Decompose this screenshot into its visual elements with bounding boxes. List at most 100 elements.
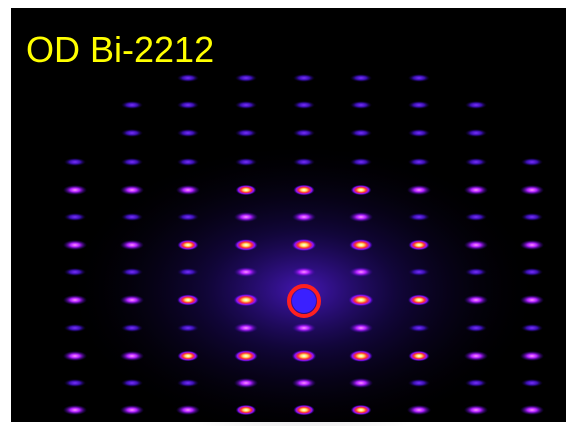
spot (350, 101, 372, 109)
spot (177, 158, 199, 166)
spot (234, 239, 258, 251)
spot (235, 101, 257, 109)
spot (121, 213, 143, 221)
spot (408, 324, 430, 332)
spot (121, 129, 143, 137)
spot (177, 101, 199, 109)
beam-stop (292, 289, 316, 313)
spot (177, 213, 199, 221)
spot (120, 240, 144, 250)
spot (408, 74, 430, 82)
spot (407, 405, 431, 415)
spot (349, 212, 373, 222)
spot (64, 158, 86, 166)
spot (349, 267, 373, 277)
spot (236, 405, 257, 415)
spot (351, 405, 372, 415)
spot (234, 378, 258, 388)
spot (293, 158, 315, 166)
spot (408, 101, 430, 109)
spot (465, 379, 487, 387)
spot (64, 213, 86, 221)
spot (292, 239, 317, 251)
spot (293, 185, 314, 196)
spot (407, 185, 431, 195)
spot (521, 324, 543, 332)
spot (120, 351, 144, 361)
spot (292, 212, 316, 222)
spot (465, 101, 487, 109)
spot (177, 351, 198, 362)
spot (465, 213, 487, 221)
spot (293, 405, 314, 416)
spot (64, 268, 86, 276)
spot (63, 405, 87, 415)
spot (120, 295, 144, 305)
spot (176, 405, 200, 415)
spot (464, 240, 488, 250)
spot (121, 268, 143, 276)
spot (408, 351, 429, 362)
spot (234, 294, 259, 306)
caption: OD Bi-2212 (26, 30, 214, 70)
spot (235, 74, 257, 82)
spot (521, 268, 543, 276)
spot (465, 129, 487, 137)
spot (235, 129, 257, 137)
spot (408, 268, 430, 276)
spot (293, 101, 315, 109)
spot (63, 185, 87, 195)
spot (177, 240, 198, 251)
screenshot: OD Bi-2212 (0, 0, 577, 426)
spot (520, 405, 544, 415)
spot (293, 74, 315, 82)
spot (520, 185, 544, 195)
spot (349, 350, 373, 362)
spot (464, 295, 488, 305)
spot (408, 158, 430, 166)
spot (177, 129, 199, 137)
spot (177, 324, 199, 332)
spot (465, 158, 487, 166)
spot (63, 240, 87, 250)
spot (464, 351, 488, 361)
spot (521, 379, 543, 387)
spot (408, 213, 430, 221)
spot (121, 379, 143, 387)
spot (408, 240, 429, 251)
spot (521, 158, 543, 166)
spot (292, 350, 317, 362)
spot (348, 294, 373, 307)
spot (520, 240, 544, 250)
spot (350, 74, 372, 82)
spot (120, 405, 144, 415)
spot (234, 323, 258, 333)
spot (176, 185, 200, 195)
spot (408, 129, 430, 137)
spot (350, 158, 372, 166)
spot (64, 379, 86, 387)
spot (464, 405, 488, 415)
spot (121, 324, 143, 332)
spot (521, 213, 543, 221)
spot (349, 239, 373, 251)
spot (63, 295, 87, 305)
spot (177, 295, 199, 306)
spot (520, 351, 544, 361)
spot (292, 267, 316, 277)
spot (234, 350, 257, 362)
spot (408, 295, 430, 306)
spot (464, 185, 488, 195)
spot (349, 378, 373, 388)
spot (121, 158, 143, 166)
spot (177, 74, 199, 82)
spot (351, 185, 372, 195)
spot (177, 379, 199, 387)
spot (177, 268, 199, 276)
spot (465, 324, 487, 332)
spot (234, 212, 258, 222)
spot (349, 323, 373, 333)
spot (63, 351, 87, 361)
spot (236, 185, 257, 195)
spot (234, 267, 258, 277)
